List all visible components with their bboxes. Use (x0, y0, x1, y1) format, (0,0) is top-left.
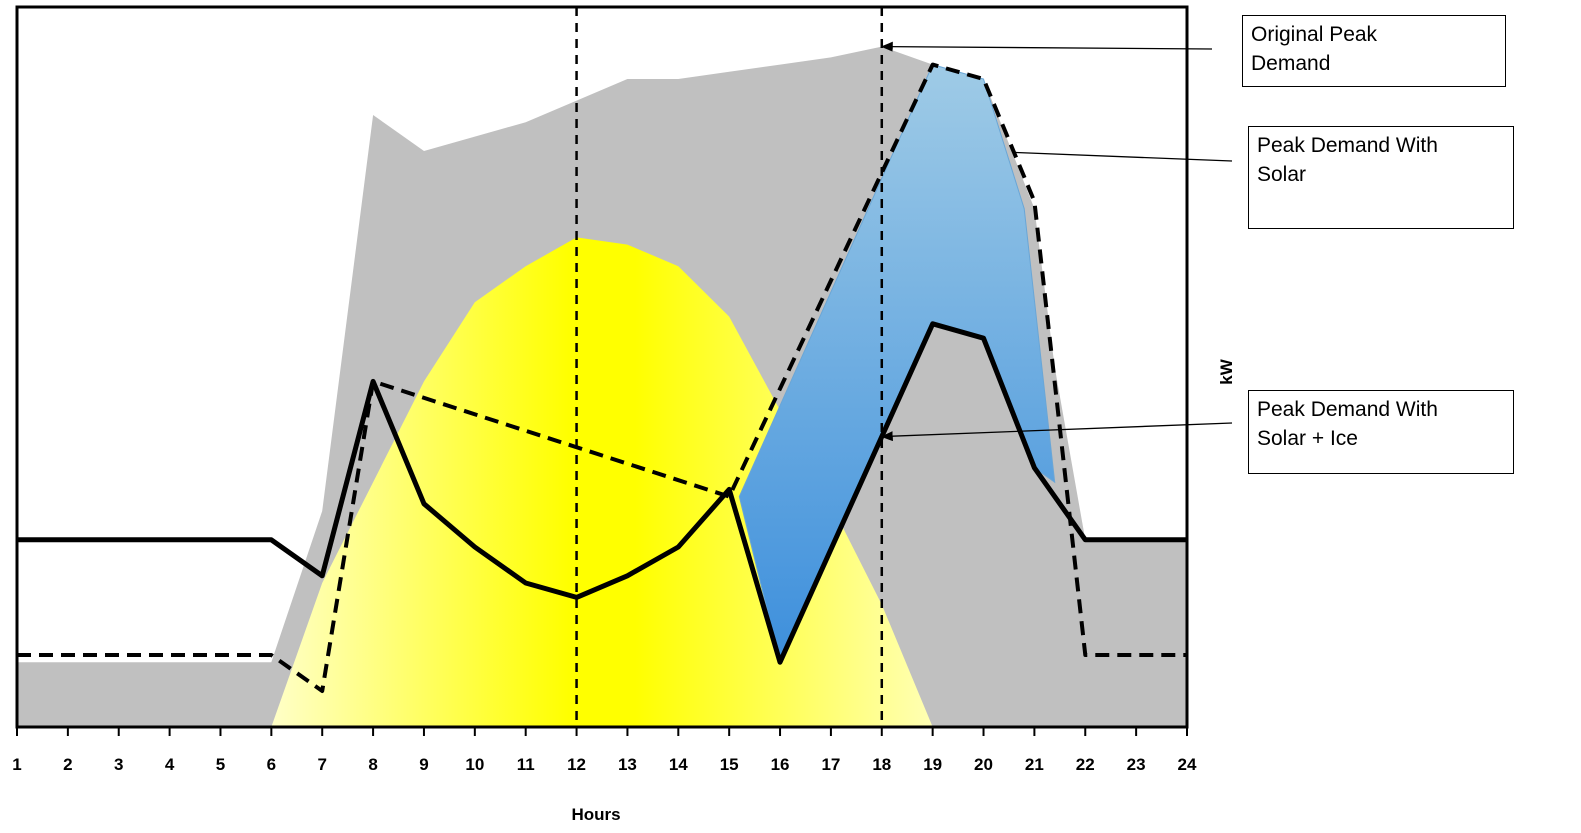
x-tick-label: 7 (317, 755, 326, 774)
callout-peak-with-solar-ice-text: Peak Demand With Solar + Ice (1257, 398, 1438, 450)
series-peak-with-solar-line (17, 62, 1187, 693)
x-tick-label: 17 (821, 755, 840, 774)
x-tick-label: 9 (419, 755, 428, 774)
callout-peak-with-solar: Peak Demand With Solar (1248, 126, 1514, 229)
callout-original-peak: Original Peak Demand (1242, 15, 1506, 87)
x-tick-label: 22 (1076, 755, 1095, 774)
x-tick-label: 2 (63, 755, 72, 774)
x-axis-title: Hours (571, 805, 620, 824)
x-tick-label: 8 (368, 755, 377, 774)
callout-arrow-original-peak (880, 41, 1213, 52)
plot-frame (15, 5, 1189, 729)
callout-peak-with-solar-text: Peak Demand With Solar (1257, 134, 1438, 186)
callout-original-peak-text: Original Peak Demand (1251, 23, 1378, 75)
x-tick-label: 24 (1178, 755, 1197, 774)
x-tick-label: 14 (669, 755, 688, 774)
x-tick-label: 11 (517, 755, 535, 774)
x-tick-label: 12 (567, 755, 586, 774)
x-tick-label: 1 (12, 755, 21, 774)
callout-arrow-peak-with-solar (1014, 151, 1233, 162)
x-tick-label: 16 (771, 755, 790, 774)
y-axis-title: kW (1217, 358, 1236, 384)
x-tick-label: 6 (267, 755, 276, 774)
x-tick-label: 3 (114, 755, 123, 774)
callout-peak-with-solar-ice: Peak Demand With Solar + Ice (1248, 390, 1514, 474)
x-tick-label: 23 (1127, 755, 1146, 774)
callout-arrow-peak-with-solar-ice (880, 422, 1233, 442)
series-peak-with-solar-ice-line (17, 321, 1187, 665)
x-tick-label: 21 (1025, 755, 1044, 774)
x-tick-label: 10 (465, 755, 484, 774)
x-tick-label: 20 (974, 755, 993, 774)
x-tick-label: 4 (165, 755, 175, 774)
x-tick-label: 15 (720, 755, 739, 774)
x-tick-label: 18 (872, 755, 891, 774)
x-tick-label: 13 (618, 755, 637, 774)
x-tick-label: 5 (216, 755, 225, 774)
x-tick-label: 19 (923, 755, 942, 774)
